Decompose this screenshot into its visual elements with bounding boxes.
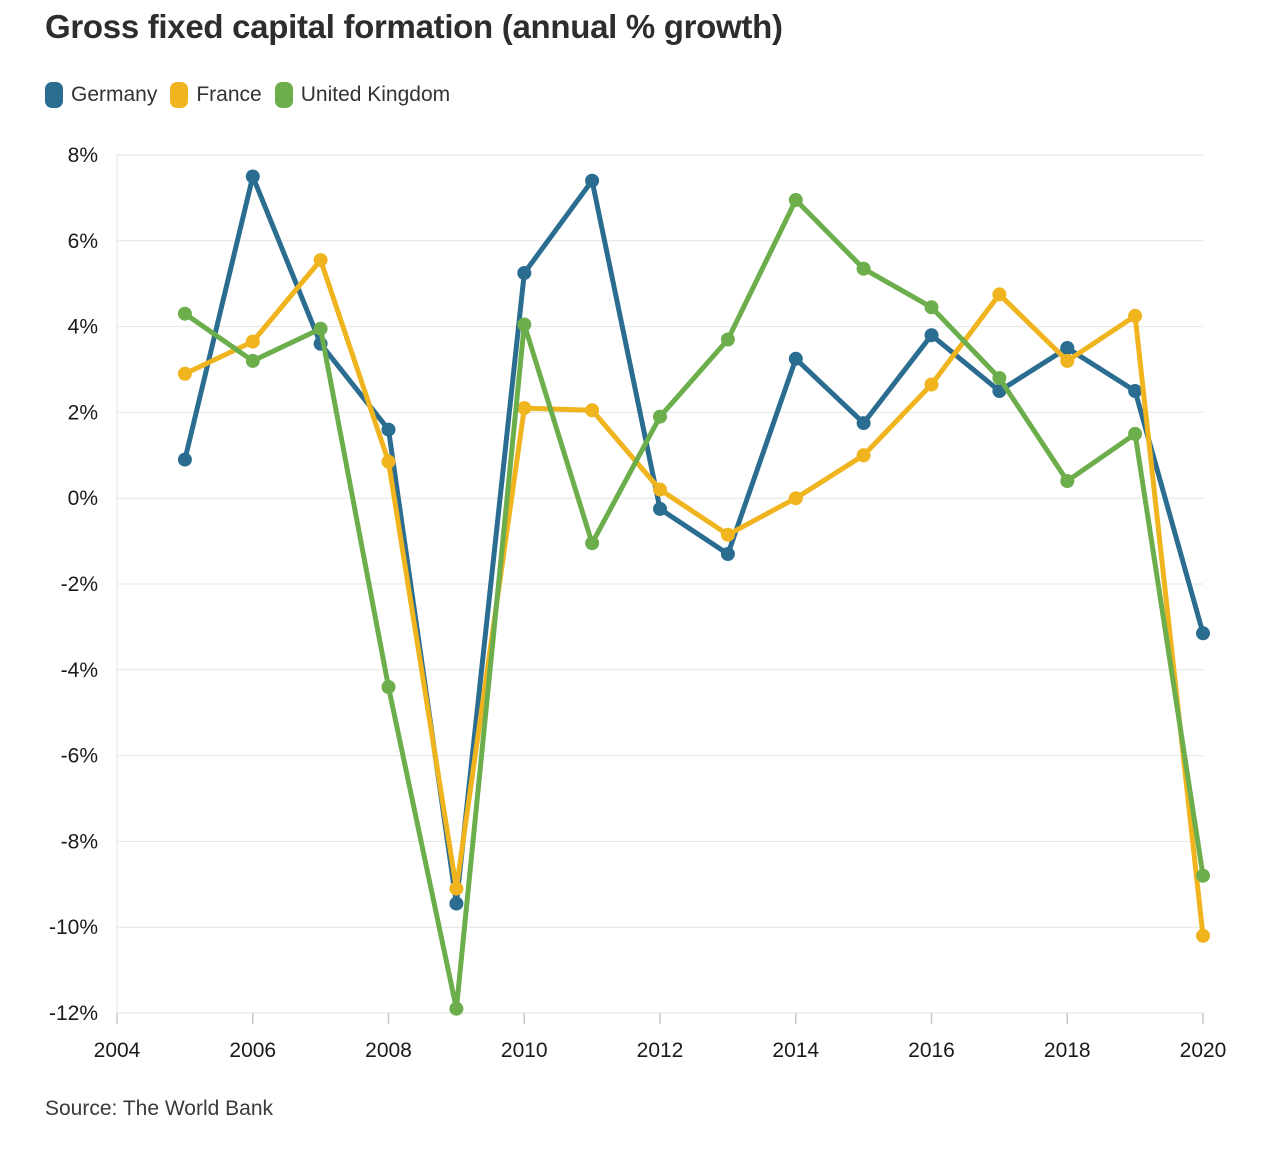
x-axis-label-2016: 2016	[908, 1039, 955, 1062]
france-point-2014	[788, 491, 803, 506]
x-axis-label-2014: 2014	[772, 1039, 819, 1062]
united-kingdom-point-2008	[381, 680, 396, 694]
germany-point-2016	[924, 328, 939, 343]
united-kingdom-point-2006	[245, 353, 260, 368]
germany-point-2018	[1060, 341, 1075, 355]
france-point-2016	[924, 377, 939, 392]
x-axis-label-2010: 2010	[501, 1039, 548, 1062]
y-axis-label--6: -6%	[61, 745, 98, 768]
x-axis-label-2012: 2012	[637, 1039, 684, 1062]
germany-point-2010	[517, 266, 532, 280]
united-kingdom-point-2011	[585, 536, 600, 551]
united-kingdom-point-2010	[517, 317, 532, 332]
y-axis-label--10: -10%	[49, 916, 98, 939]
france-point-2013	[720, 527, 735, 542]
legend-label-france: France	[196, 83, 262, 106]
germany-point-2008	[381, 422, 396, 437]
france-point-2018	[1060, 353, 1075, 368]
source-note: Source: The World Bank	[45, 1097, 274, 1120]
germany-point-2006	[245, 169, 260, 184]
germany-point-2020	[1196, 626, 1210, 641]
france-point-2019	[1128, 308, 1143, 323]
germany-point-2019	[1128, 384, 1143, 398]
y-axis-label-0: 0%	[68, 487, 98, 510]
france-point-2005	[177, 366, 192, 381]
france-point-2012	[653, 482, 667, 497]
united-kingdom-point-2017	[992, 371, 1007, 386]
germany-point-2013	[720, 547, 735, 561]
germany-point-2009	[449, 896, 464, 911]
france-point-2007	[313, 253, 328, 268]
legend-item-germany: Germany	[45, 82, 157, 108]
x-axis-label-2018: 2018	[1044, 1039, 1091, 1062]
france-point-2015	[856, 448, 871, 463]
united-kingdom-point-2005	[177, 306, 192, 321]
x-axis-label-2006: 2006	[229, 1039, 276, 1062]
y-axis-label--8: -8%	[61, 830, 98, 853]
y-axis-label-8: 8%	[68, 144, 98, 167]
united-kingdom-point-2013	[720, 332, 735, 347]
united-kingdom-point-2018	[1060, 474, 1075, 488]
legend-item-france: France	[170, 82, 262, 108]
germany-point-2015	[856, 416, 871, 431]
france-point-2011	[585, 403, 600, 418]
france-point-2008	[381, 454, 396, 469]
france-line	[182, 257, 1206, 939]
united-kingdom-point-2020	[1196, 868, 1210, 883]
x-axis-label-2008: 2008	[365, 1039, 412, 1062]
united-kingdom-point-2014	[788, 193, 803, 207]
france-point-2020	[1196, 928, 1210, 943]
united-kingdom-line	[182, 197, 1206, 1012]
united-kingdom-point-2019	[1128, 426, 1143, 441]
germany-point-2014	[788, 351, 803, 366]
y-axis-label-6: 6%	[68, 230, 98, 253]
united-kingdom-point-2009	[449, 1001, 464, 1016]
legend-item-united-kingdom: United Kingdom	[274, 82, 451, 108]
y-axis-label-2: 2%	[68, 401, 98, 424]
france-point-2017	[992, 287, 1007, 302]
germany-point-2012	[653, 501, 667, 516]
germany-point-2005	[177, 452, 192, 467]
x-axis-label-2004: 2004	[94, 1039, 141, 1062]
y-axis-label--4: -4%	[61, 659, 98, 682]
y-axis-label--2: -2%	[61, 573, 98, 596]
legend-label-united-kingdom: United Kingdom	[300, 83, 451, 106]
legend-swatch-france	[170, 82, 189, 108]
united-kingdom-point-2007	[313, 321, 328, 336]
united-kingdom-point-2012	[653, 409, 667, 424]
france-point-2006	[245, 334, 260, 349]
united-kingdom-point-2016	[924, 300, 939, 315]
united-kingdom-point-2015	[856, 261, 871, 276]
legend-swatch-united-kingdom	[274, 82, 293, 108]
legend: Germany France United Kingdom	[45, 82, 450, 108]
france-point-2010	[517, 401, 532, 416]
germany-line	[182, 174, 1206, 907]
x-axis-label-2020: 2020	[1180, 1039, 1227, 1062]
germany-point-2011	[585, 173, 600, 188]
france-point-2009	[449, 881, 464, 896]
y-axis-label--12: -12%	[49, 1002, 98, 1025]
legend-label-germany: Germany	[71, 83, 158, 106]
legend-swatch-germany	[45, 82, 63, 108]
y-axis-label-4: 4%	[68, 316, 98, 339]
chart-title: Gross fixed capital formation (annual % …	[45, 8, 783, 45]
